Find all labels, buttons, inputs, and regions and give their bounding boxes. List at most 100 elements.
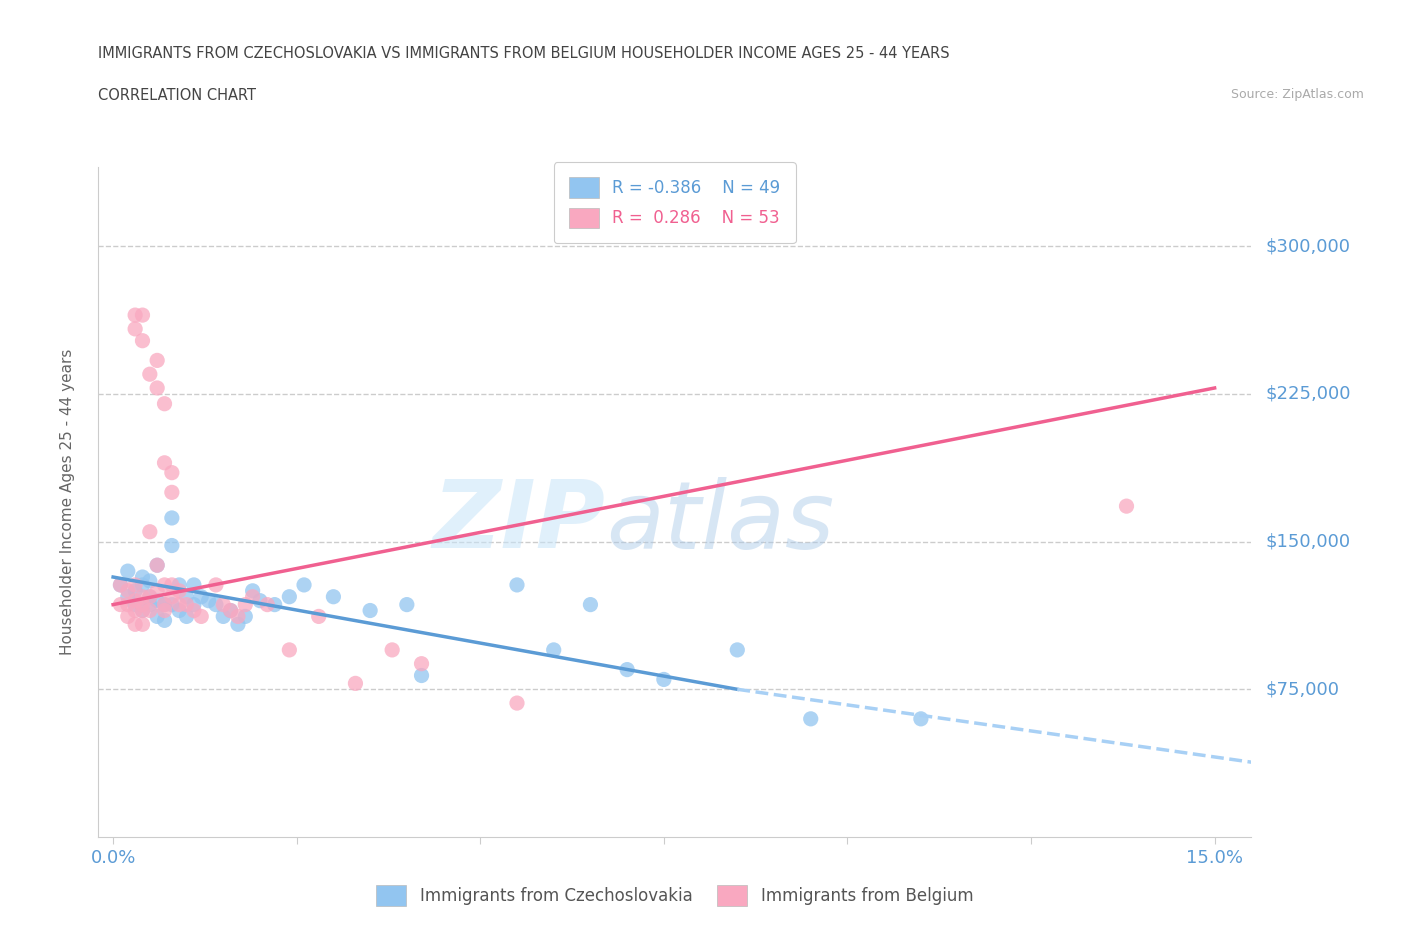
Point [110, 578, 132, 592]
Point [124, 593, 146, 608]
Point [167, 578, 190, 592]
Point [131, 308, 153, 323]
Point [219, 603, 242, 618]
Point [153, 578, 176, 592]
Point [1115, 498, 1137, 513]
Point [153, 597, 176, 612]
Point [725, 643, 748, 658]
Point [131, 597, 153, 612]
Point [190, 609, 212, 624]
Text: $300,000: $300,000 [1265, 237, 1350, 255]
Point [226, 609, 249, 624]
Point [910, 711, 932, 726]
Point [411, 668, 433, 683]
Point [506, 578, 529, 592]
Point [153, 456, 176, 471]
Point [124, 597, 146, 612]
Point [197, 593, 219, 608]
Point [124, 308, 146, 323]
Point [124, 583, 146, 598]
Point [117, 597, 139, 612]
Point [176, 609, 198, 624]
Point [359, 603, 381, 618]
Point [506, 696, 529, 711]
Point [131, 603, 153, 618]
Point [139, 597, 162, 612]
Point [219, 603, 242, 618]
Point [153, 603, 176, 618]
Text: $150,000: $150,000 [1265, 533, 1350, 551]
Point [146, 609, 169, 624]
Point [160, 597, 183, 612]
Point [308, 609, 330, 624]
Point [233, 597, 256, 612]
Point [226, 617, 249, 631]
Point [131, 617, 153, 631]
Point [800, 711, 823, 726]
Point [205, 597, 228, 612]
Text: ZIP: ZIP [433, 476, 606, 568]
Point [146, 558, 169, 573]
Point [183, 597, 205, 612]
Point [146, 558, 169, 573]
Point [183, 578, 205, 592]
Point [139, 603, 162, 618]
Point [131, 333, 153, 348]
Point [190, 590, 212, 604]
Point [124, 603, 146, 618]
Point [160, 590, 183, 604]
Point [183, 603, 205, 618]
Point [411, 657, 433, 671]
Text: atlas: atlas [606, 477, 834, 568]
Point [167, 583, 190, 598]
Point [131, 590, 153, 604]
Point [167, 603, 190, 618]
Point [616, 662, 638, 677]
Legend: R = -0.386    N = 49, R =  0.286    N = 53: R = -0.386 N = 49, R = 0.286 N = 53 [554, 163, 796, 243]
Point [242, 590, 264, 604]
Point [242, 583, 264, 598]
Text: Source: ZipAtlas.com: Source: ZipAtlas.com [1230, 88, 1364, 101]
Point [212, 609, 235, 624]
Point [395, 597, 418, 612]
Point [167, 597, 190, 612]
Point [381, 643, 404, 658]
Point [117, 590, 139, 604]
Point [110, 597, 132, 612]
Point [256, 597, 278, 612]
Text: $225,000: $225,000 [1265, 385, 1351, 403]
Point [139, 574, 162, 589]
Point [153, 613, 176, 628]
Point [344, 676, 367, 691]
Point [233, 609, 256, 624]
Point [139, 590, 162, 604]
Point [212, 597, 235, 612]
Text: IMMIGRANTS FROM CZECHOSLOVAKIA VS IMMIGRANTS FROM BELGIUM HOUSEHOLDER INCOME AGE: IMMIGRANTS FROM CZECHOSLOVAKIA VS IMMIGR… [98, 46, 950, 61]
Point [146, 380, 169, 395]
Point [110, 578, 132, 592]
Point [160, 538, 183, 553]
Point [160, 511, 183, 525]
Point [139, 525, 162, 539]
Point [249, 593, 271, 608]
Point [146, 593, 169, 608]
Text: $75,000: $75,000 [1265, 680, 1340, 698]
Point [117, 583, 139, 598]
Point [322, 590, 344, 604]
Text: CORRELATION CHART: CORRELATION CHART [98, 88, 256, 103]
Point [131, 578, 153, 592]
Point [176, 590, 198, 604]
Point [543, 643, 565, 658]
Point [124, 322, 146, 337]
Point [139, 590, 162, 604]
Point [117, 609, 139, 624]
Point [205, 578, 228, 592]
Point [278, 643, 301, 658]
Point [139, 366, 162, 381]
Point [131, 569, 153, 584]
Point [652, 672, 675, 687]
Point [160, 465, 183, 480]
Point [176, 597, 198, 612]
Point [153, 396, 176, 411]
Point [131, 603, 153, 618]
